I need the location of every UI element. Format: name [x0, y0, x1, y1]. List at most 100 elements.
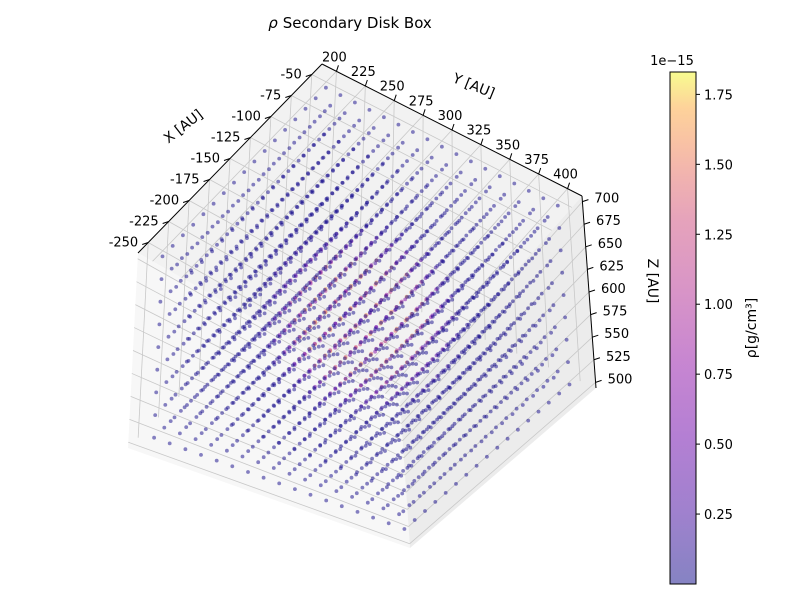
data-point [194, 415, 199, 419]
data-point [317, 384, 322, 389]
data-point [318, 422, 323, 426]
data-point [287, 431, 291, 435]
data-point [372, 395, 377, 400]
data-point [211, 201, 216, 206]
data-point [240, 454, 245, 459]
data-point [323, 458, 328, 463]
data-point [380, 405, 384, 410]
data-point [235, 417, 240, 421]
data-point [390, 151, 395, 156]
data-point [500, 421, 504, 426]
data-point [217, 283, 222, 287]
data-point [208, 401, 213, 405]
data-point [550, 353, 555, 358]
data-point [406, 423, 411, 428]
data-point [521, 218, 525, 223]
data-point [252, 159, 257, 164]
data-point [218, 260, 223, 264]
data-point [353, 324, 358, 328]
data-point [215, 329, 220, 333]
data-point [412, 479, 417, 483]
data-point [241, 193, 246, 198]
data-point [415, 193, 420, 198]
data-point [331, 323, 336, 328]
data-point [386, 133, 391, 138]
data-point [489, 389, 494, 394]
data-point [262, 352, 267, 357]
data-point [256, 397, 260, 402]
data-point [302, 264, 306, 268]
data-point [215, 437, 220, 441]
data-point [326, 150, 331, 155]
data-point [281, 174, 285, 179]
data-point [175, 262, 180, 267]
data-point [229, 358, 234, 363]
data-point [286, 367, 291, 372]
data-point [180, 364, 185, 368]
data-point [204, 405, 209, 409]
data-point [402, 276, 407, 281]
data-point [421, 370, 426, 374]
data-point [252, 292, 256, 296]
z-tick-label: 650 [598, 237, 623, 252]
data-point [405, 159, 409, 164]
data-point [248, 252, 253, 256]
data-point [261, 371, 265, 375]
data-point [341, 322, 346, 326]
data-point [229, 276, 233, 281]
data-point [246, 470, 250, 474]
data-point [528, 350, 533, 354]
data-point [402, 527, 407, 531]
data-point [271, 161, 276, 166]
data-point [477, 312, 481, 317]
data-point [442, 411, 447, 415]
data-point [400, 140, 405, 145]
data-point [352, 280, 357, 285]
data-point [418, 304, 422, 309]
data-point [255, 223, 259, 228]
data-point [212, 310, 217, 315]
data-point [504, 416, 509, 420]
data-point [425, 137, 430, 142]
data-point [551, 303, 556, 308]
data-point [323, 479, 328, 484]
data-point [450, 248, 454, 253]
data-point [434, 219, 439, 223]
data-point [394, 284, 399, 289]
data-point [394, 261, 399, 266]
data-point [318, 296, 322, 301]
data-point [486, 257, 490, 262]
data-point [425, 183, 430, 188]
data-point [364, 399, 369, 404]
data-point [479, 240, 483, 245]
data-point [258, 292, 263, 297]
data-point [368, 221, 373, 226]
data-point [322, 353, 327, 358]
data-point [268, 231, 273, 236]
data-point [343, 267, 348, 272]
data-point [536, 368, 540, 373]
colorbar-tick-label: 1.00 [704, 298, 733, 313]
data-point [175, 347, 180, 351]
data-point [471, 296, 476, 300]
data-point [423, 254, 427, 259]
data-point [285, 347, 290, 351]
data-point [493, 384, 498, 388]
data-point [390, 315, 395, 320]
data-point [509, 323, 514, 327]
data-point [503, 215, 507, 219]
data-point [384, 337, 389, 342]
data-point [373, 327, 378, 331]
data-point [308, 452, 312, 457]
data-point [451, 338, 456, 342]
title-rho-symbol: ρ [268, 14, 278, 32]
data-point [364, 379, 368, 383]
data-point [236, 352, 240, 357]
data-point [437, 415, 441, 420]
data-point [381, 506, 386, 511]
data-point [329, 474, 333, 478]
data-point [308, 473, 313, 478]
data-point [358, 274, 363, 279]
data-point [427, 465, 431, 470]
data-point [291, 340, 296, 345]
